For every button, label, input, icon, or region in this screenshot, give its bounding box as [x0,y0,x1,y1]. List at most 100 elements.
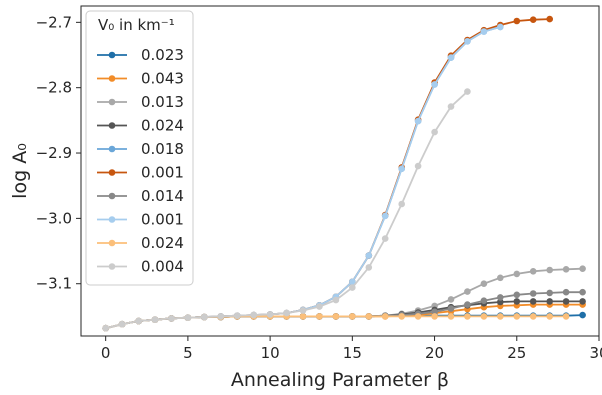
data-point [497,298,504,306]
data-point [398,313,406,320]
data-point [102,324,109,332]
data-point [316,303,323,310]
series-line [105,291,583,330]
legend-item: 0.024 [97,117,184,135]
data-point [365,264,373,271]
x-axis-label: Annealing Parameter β [231,369,449,391]
data-point [184,314,192,322]
data-point [546,313,553,320]
data-point [431,308,438,316]
data-point [546,289,553,297]
data-point [464,301,471,308]
data-point [562,266,570,273]
data-point [480,280,488,288]
legend-label: 0.024 [141,117,184,135]
data-point [579,311,586,319]
data-point [381,212,389,220]
data-point [431,128,438,136]
data-point [349,284,356,291]
data-point [118,320,126,328]
data-point [414,162,422,170]
y-tick-label: −2.7 [36,13,72,31]
data-point [464,38,471,45]
legend-marker [108,239,116,247]
legend-label: 0.004 [141,258,184,276]
data-point [414,313,422,320]
data-point [447,103,455,110]
series-0 [102,311,586,332]
legend-item: 0.001 [97,164,184,182]
data-point [480,313,488,320]
data-point [513,270,521,278]
x-axis-ticks: 0 5 10 15 20 25 30 [101,336,602,362]
y-tick-label: −3.0 [36,209,72,227]
data-point [529,268,537,275]
legend-label: 0.023 [141,46,184,64]
legend-label: 0.013 [141,93,184,111]
data-point [562,313,570,320]
data-point [299,307,307,314]
legend-item: 0.018 [97,140,184,158]
legend-label: 0.001 [141,164,184,182]
data-point [431,81,438,88]
data-point [135,317,142,325]
y-axis-label: log A₀ [9,143,31,199]
x-tick-label: 0 [101,344,111,362]
data-point [217,313,225,320]
data-point [579,288,586,296]
legend-item: 0.013 [97,93,184,111]
data-point [168,315,175,322]
data-point [513,298,521,305]
x-tick-label: 15 [343,344,362,362]
legend-marker [108,98,116,106]
x-tick-label: 5 [183,344,193,362]
data-point [497,274,504,282]
x-tick-label: 30 [589,344,602,362]
data-point [480,28,488,35]
x-tick-label: 25 [507,344,526,362]
legend-items: 0.023 0.043 0.013 0.024 0.018 0.001 0.014 0.001… [97,46,184,276]
data-point [233,312,241,320]
plot-frame [80,5,600,337]
data-point [513,291,521,299]
data-point [562,288,570,296]
data-point [381,235,389,242]
legend-label: 0.001 [141,211,184,229]
data-point [529,313,537,320]
data-point [201,313,208,321]
legend-label: 0.043 [141,70,184,88]
y-tick-label: −2.8 [36,79,72,97]
legend-item: 0.004 [97,258,184,276]
data-point [332,313,340,320]
data-point [579,265,586,273]
data-point [349,313,356,320]
legend-marker [108,75,116,82]
data-point [480,297,488,305]
legend-marker [108,122,116,129]
data-point [513,313,521,320]
data-point [513,17,521,25]
data-point [332,296,340,304]
series-9 [102,88,471,332]
data-point [250,311,257,319]
legend-item: 0.024 [97,234,184,252]
data-point [316,313,323,320]
legend-label: 0.018 [141,140,184,158]
data-point [398,200,406,208]
legend-marker [108,51,116,59]
x-tick-label: 10 [261,344,280,362]
legend-marker [108,263,116,270]
data-point [299,313,307,320]
legend-marker [108,169,116,176]
data-point [447,305,455,312]
series-layer [102,15,586,332]
data-point [497,23,504,31]
data-point [447,54,455,61]
legend-label: 0.024 [141,234,184,252]
data-point [562,298,570,305]
x-tick-label: 20 [425,344,444,362]
data-point [365,313,373,320]
series-6 [102,288,586,332]
legend-item: 0.043 [97,70,184,88]
